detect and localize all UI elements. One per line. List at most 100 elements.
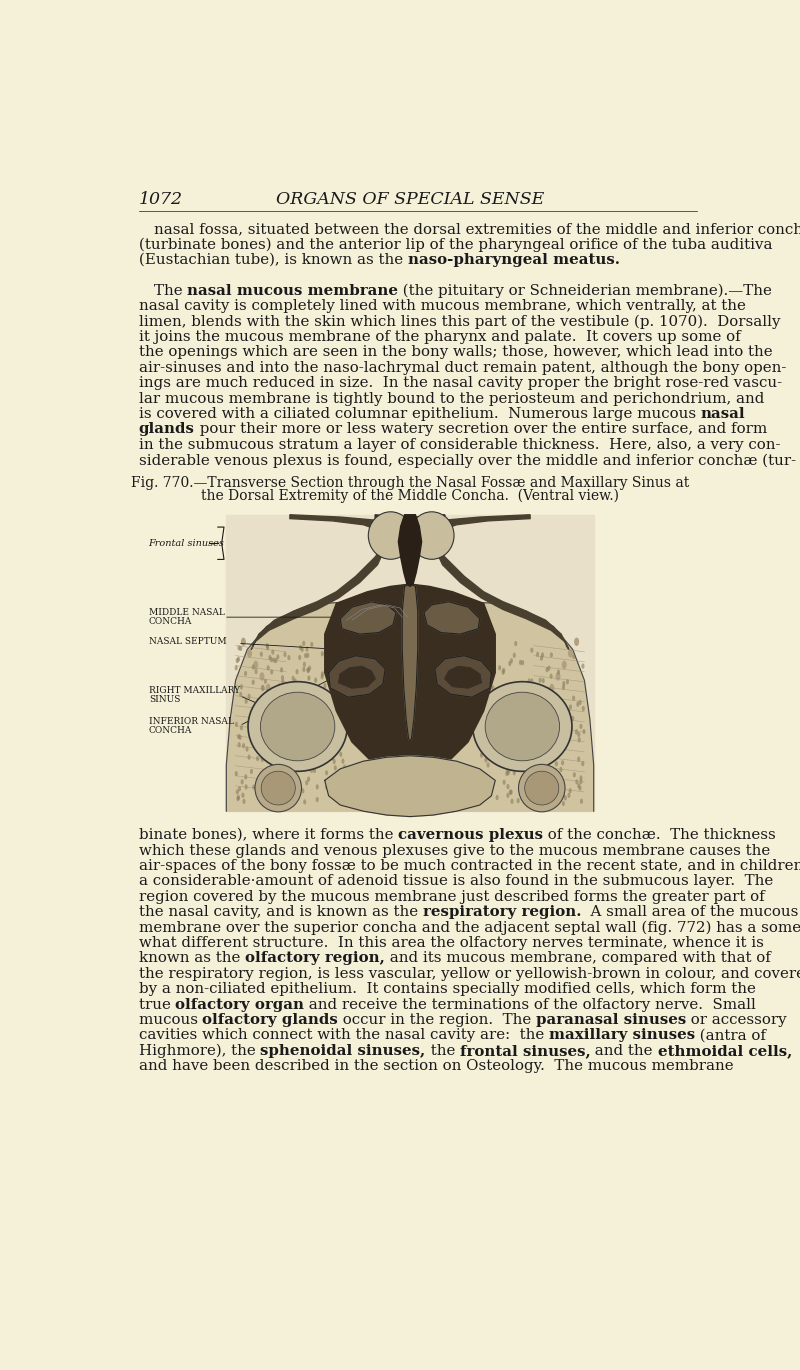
Circle shape [240,725,243,730]
Circle shape [296,738,299,744]
Circle shape [475,784,478,789]
Circle shape [536,760,539,764]
Circle shape [314,678,318,682]
Circle shape [238,734,242,740]
Circle shape [510,658,513,663]
Polygon shape [402,584,418,743]
Circle shape [303,799,306,804]
Text: 1072: 1072 [138,190,182,207]
Circle shape [234,666,238,670]
Circle shape [238,786,241,792]
Circle shape [481,749,484,755]
Circle shape [561,760,564,766]
Text: CONCHA: CONCHA [149,618,192,626]
Circle shape [294,678,297,684]
Circle shape [522,797,525,803]
Circle shape [306,667,310,673]
Circle shape [264,678,267,684]
Circle shape [316,797,318,803]
Text: occur in the region.  The: occur in the region. The [338,1012,536,1028]
Text: binate bones), where it forms the: binate bones), where it forms the [138,827,398,843]
Circle shape [486,641,489,647]
Circle shape [575,729,578,734]
Circle shape [286,727,290,732]
Text: (turbinate bones) and the anterior lip of the pharyngeal orifice of the tuba aud: (turbinate bones) and the anterior lip o… [138,237,772,252]
Circle shape [292,715,296,722]
Circle shape [278,684,281,688]
Text: the nasal cavity, and is known as the: the nasal cavity, and is known as the [138,906,422,919]
Circle shape [296,751,299,756]
Circle shape [311,710,314,715]
Circle shape [567,793,570,797]
Text: a considerable·amount of adenoid tissue is also found in the submucous layer.  T: a considerable·amount of adenoid tissue … [138,874,773,888]
Circle shape [528,725,531,730]
Circle shape [540,655,543,660]
Circle shape [319,730,322,736]
Circle shape [546,667,549,673]
Circle shape [485,758,487,763]
Circle shape [250,769,253,774]
Circle shape [323,747,326,752]
Circle shape [499,749,502,755]
Circle shape [566,680,569,685]
Circle shape [494,692,498,697]
Circle shape [478,729,482,734]
Circle shape [263,747,266,752]
Circle shape [521,660,524,666]
Circle shape [312,701,315,707]
Circle shape [321,719,324,725]
Circle shape [324,670,327,674]
Circle shape [526,692,529,697]
Text: Highmore), the: Highmore), the [138,1044,260,1058]
Circle shape [522,727,525,733]
Circle shape [495,795,498,800]
Circle shape [514,641,518,647]
Circle shape [538,678,542,682]
Circle shape [323,684,326,688]
Circle shape [313,752,315,758]
Circle shape [343,764,346,770]
Text: respiratory region.: respiratory region. [422,906,581,919]
Circle shape [330,754,334,760]
Polygon shape [325,756,495,817]
Circle shape [523,706,526,711]
Circle shape [502,670,505,675]
Circle shape [270,670,274,674]
Circle shape [529,777,532,782]
Circle shape [493,651,495,656]
Circle shape [284,708,288,714]
Circle shape [301,647,304,652]
Circle shape [269,723,272,729]
Circle shape [503,733,506,738]
Circle shape [247,693,250,699]
Circle shape [502,780,506,785]
Text: (Eustachian tube), is known as the: (Eustachian tube), is known as the [138,253,408,267]
Circle shape [550,652,553,658]
Circle shape [343,703,346,708]
Circle shape [478,799,481,804]
Circle shape [242,799,246,804]
Text: paranasal sinuses: paranasal sinuses [536,1012,686,1028]
Circle shape [506,793,510,799]
Circle shape [478,684,481,689]
Circle shape [316,784,318,789]
Circle shape [484,744,486,749]
Circle shape [553,769,556,774]
Circle shape [576,701,579,707]
Circle shape [261,685,265,690]
Circle shape [541,652,544,658]
Circle shape [333,759,336,764]
Text: in the submucous stratum a layer of considerable thickness.  Here, also, a very : in the submucous stratum a layer of cons… [138,438,780,452]
Circle shape [314,758,317,762]
Circle shape [266,666,270,670]
Text: and the: and the [590,1044,658,1058]
Circle shape [510,799,514,804]
Text: ORGANS OF SPECIAL SENSE: ORGANS OF SPECIAL SENSE [276,190,544,207]
Circle shape [582,729,586,734]
Text: SINUS: SINUS [149,695,180,704]
Circle shape [569,788,572,793]
Circle shape [254,660,258,669]
Circle shape [266,727,269,732]
Circle shape [483,738,486,743]
Circle shape [279,738,282,744]
